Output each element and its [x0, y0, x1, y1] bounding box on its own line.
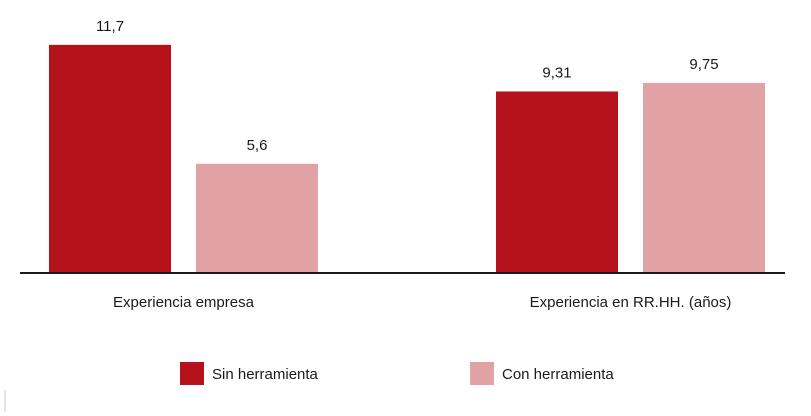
x-tick-label: Experiencia empresa	[113, 294, 255, 311]
value-label: 9,75	[689, 56, 718, 73]
value-label: 11,7	[96, 18, 124, 35]
bar	[643, 82, 765, 273]
value-label: 5,6	[247, 137, 268, 154]
legend-swatch	[180, 362, 204, 385]
legend-swatch	[470, 362, 494, 385]
bar	[196, 163, 318, 273]
x-tick-label: Experiencia en RR.HH. (años)	[530, 294, 732, 311]
bar	[49, 44, 171, 273]
value-label: 9,31	[542, 64, 571, 81]
legend-label: Con herramienta	[502, 366, 614, 383]
bar	[496, 91, 618, 273]
legend-label: Sin herramienta	[212, 366, 319, 383]
